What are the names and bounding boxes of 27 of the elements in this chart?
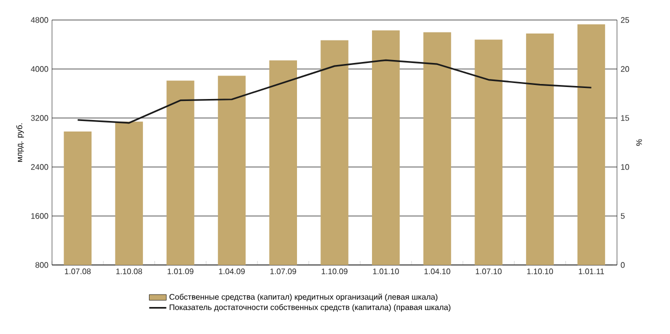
x-tick-label: 1.07.08 bbox=[64, 268, 91, 274]
y-tick-label: 2400 bbox=[31, 164, 48, 170]
x-tick-label: 1.10.08 bbox=[116, 268, 142, 274]
x-tick-label: 1.01.11 bbox=[578, 268, 604, 274]
y2-tick-label: 10 bbox=[621, 164, 630, 170]
y-tick-label: 4800 bbox=[30, 17, 48, 23]
x-tick-label: 1.04.10 bbox=[424, 268, 450, 274]
y-tick-label: 4000 bbox=[30, 66, 48, 72]
x-tick-label: 1.07.09 bbox=[270, 268, 296, 274]
x-tick-label: 1.01.09 bbox=[168, 268, 194, 274]
legend-label: Собственные средства (капитал) кредитных организаций (левая шкала) bbox=[170, 294, 438, 302]
y2-tick-label: 25 bbox=[620, 17, 630, 23]
x-tick-label: 1.04.09 bbox=[219, 268, 245, 274]
y2-tick-label: 20 bbox=[620, 66, 630, 72]
y2-tick-label: 0 bbox=[620, 262, 625, 268]
y-tick-label: 3200 bbox=[30, 115, 48, 121]
x-tick-label: 1.01.10 bbox=[373, 268, 399, 274]
x-tick-label: 1.10.10 bbox=[527, 268, 553, 274]
y2-tick-label: 15 bbox=[621, 115, 630, 121]
x-tick-label: 1.10.09 bbox=[322, 268, 348, 274]
x-tick-label: 1.07.10 bbox=[476, 268, 502, 274]
y2-axis-title: % bbox=[636, 139, 642, 146]
legend-label: Показатель достаточности собственных средств (капитала) (правая шкала) bbox=[170, 304, 450, 312]
y-axis-title: млрд. руб. bbox=[16, 123, 24, 162]
y-tick-label: 800 bbox=[35, 262, 48, 268]
y-tick-label: 1600 bbox=[31, 213, 48, 219]
y2-tick-label: 5 bbox=[620, 213, 625, 219]
